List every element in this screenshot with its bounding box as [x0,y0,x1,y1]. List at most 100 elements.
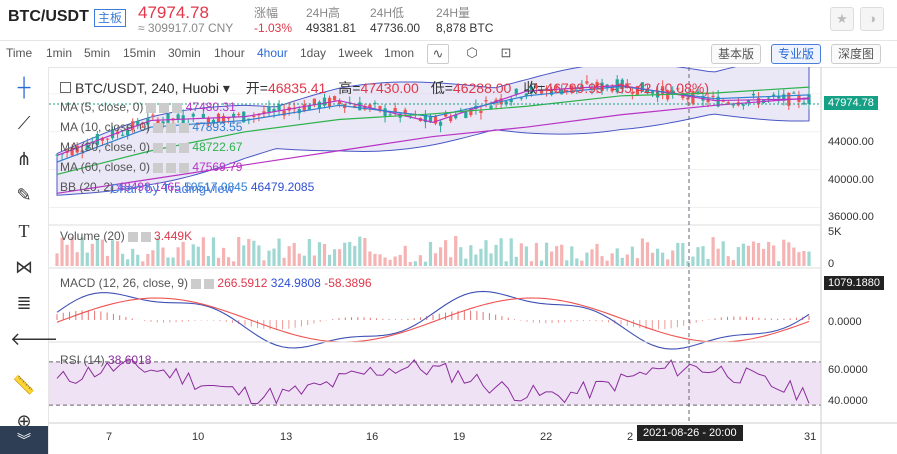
star-icon[interactable]: ★ [830,7,854,31]
volume-bar [287,246,291,266]
volume-bar [206,256,211,266]
volume-bar [115,241,120,266]
candle-body [620,79,624,90]
candle-body [191,113,195,117]
ruler-icon[interactable]: 📏 [12,375,36,395]
candle-body [136,120,140,127]
candle-body [580,85,584,89]
candle-body [388,114,392,116]
volume-bar [600,256,604,266]
volume-bar [201,237,205,266]
tf-4hour[interactable]: 4hour [257,46,288,60]
view-basic-button[interactable]: 基本版 [711,44,762,64]
tf-1day[interactable]: 1day [300,46,327,60]
candle-body [756,98,761,105]
macd-pane [56,290,810,350]
tf-1hour[interactable]: 1hour [214,46,245,60]
candle-body [428,116,433,123]
candle-body [302,104,306,112]
tf-5min[interactable]: 5min [84,46,111,60]
volume-bar [635,258,640,266]
volume-bar [302,255,306,266]
volume-bar [661,252,665,266]
candle-body [433,116,438,124]
volume-bar [252,240,256,266]
crosshair-icon[interactable]: ┼ [17,77,31,97]
volume-bar [731,260,735,266]
settings-icon[interactable]: ⬡ [466,45,478,60]
view-depth-button[interactable]: 深度图 [831,44,882,64]
volume-bar [403,245,407,266]
candle-body [529,86,534,94]
volume-bar [751,241,756,266]
fullscreen-icon[interactable]: ◑ [860,7,884,31]
view-pro-button[interactable]: 专业版 [771,44,822,64]
tf-15min[interactable]: 15min [123,46,156,60]
volume-bar [565,260,569,266]
rsi-legend: RSI (14) 38.6018 [60,353,152,367]
candle-body [423,114,428,123]
candle-body [105,138,110,140]
volume-bar [338,249,342,266]
indicators-icon[interactable]: ∿ [427,44,449,64]
tf-1week[interactable]: 1week [338,46,373,60]
volume-bar [105,255,110,266]
volume-bar [80,237,84,266]
volume-bar [736,247,740,266]
volume-bar [544,242,549,266]
volume-tick: 5K [828,226,842,238]
rsi-tick: 40.0000 [828,395,868,407]
volume-bar [267,250,271,266]
candle-body [686,97,690,100]
tf-1min[interactable]: 1min [46,46,73,60]
volume-bar [141,261,145,266]
volume-bar [671,250,675,266]
volume-bar [428,241,433,266]
volume-bar [257,245,261,266]
volume-bar [464,258,468,266]
volume-bar [353,245,357,266]
chart-canvas[interactable] [49,67,897,454]
collapse-legend-icon[interactable] [60,82,71,93]
volume-bar [348,242,352,266]
volume-bar [666,259,670,266]
candle-body [206,118,211,125]
volume-bar [555,246,559,266]
candle-body [716,96,720,107]
volume-bar [499,238,503,266]
tf-30min[interactable]: 30min [168,46,201,60]
volume-bar [358,236,362,266]
volume-bar [696,247,700,266]
rsi-line [56,359,810,405]
candle-body [141,126,145,128]
text-tool-icon[interactable]: T [18,221,30,241]
back-arrow-icon[interactable]: 🡐 [10,329,59,349]
volume-bar [136,254,140,266]
candle-body [80,150,84,153]
volume-bar [221,247,226,266]
volume-bar [514,256,518,266]
brush-icon[interactable]: ✎ [16,185,32,205]
volume-bar [625,254,629,266]
fib-icon[interactable]: ≣ [16,293,32,313]
tf-1mon[interactable]: 1mon [384,46,415,60]
pitchfork-icon[interactable]: ⋔ [16,149,32,169]
tf-time[interactable]: Time [6,46,33,60]
candle-body [85,144,89,150]
candle-body [262,111,266,114]
volume-bar [413,261,417,266]
volume-bar [655,248,660,266]
volume-bar [479,248,483,266]
volume-bar [363,237,367,266]
pattern-icon[interactable]: ⋈ [15,257,33,277]
candle-body [322,97,327,106]
volume-bar [216,257,221,266]
pair-name: BTC/USDT [8,8,89,25]
volume-bar [151,250,155,266]
screenshot-icon[interactable]: ⊡ [500,45,512,60]
collapse-toolbar-button[interactable]: ︾ [0,426,48,454]
candle-body [696,91,700,94]
volume-bar [131,248,135,266]
trendline-icon[interactable]: ⟋ [17,113,31,133]
volume-bar [676,242,680,266]
